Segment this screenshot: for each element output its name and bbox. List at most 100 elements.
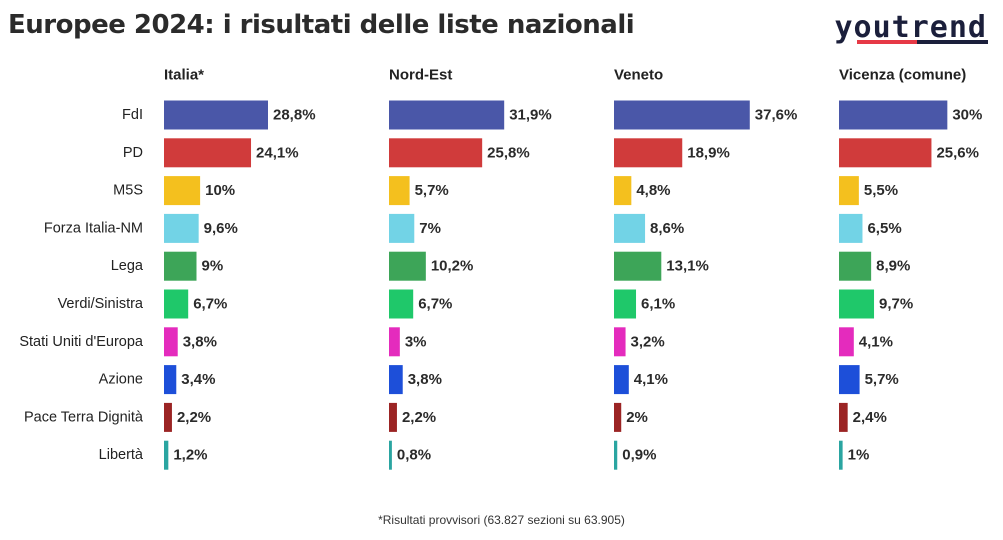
bar	[389, 138, 483, 168]
category-label: Libertà	[99, 447, 144, 463]
data-label: 4,8%	[636, 182, 670, 199]
data-label: 1,2%	[173, 447, 207, 464]
category-label: M5S	[113, 183, 143, 199]
category-label: Lega	[111, 258, 144, 274]
bar	[614, 138, 683, 168]
data-label: 37,6%	[755, 107, 798, 124]
chart-title: Europee 2024: i risultati delle liste na…	[8, 10, 635, 40]
category-label: FdI	[122, 107, 143, 123]
data-label: 6,5%	[867, 220, 901, 237]
bar	[839, 289, 875, 319]
bar	[839, 327, 854, 357]
panel-header: Nord-Est	[389, 67, 452, 84]
category-label: PD	[123, 145, 143, 161]
data-label: 18,9%	[687, 144, 730, 161]
data-label: 2,2%	[177, 409, 211, 426]
data-label: 5,7%	[415, 182, 449, 199]
data-label: 13,1%	[666, 258, 709, 275]
data-label: 8,6%	[650, 220, 684, 237]
category-label: Forza Italia-NM	[44, 220, 143, 236]
data-label: 25,8%	[487, 144, 530, 161]
youtrend-logo: youtrend	[834, 10, 987, 45]
bar	[389, 402, 397, 432]
data-label: 2%	[626, 409, 648, 426]
data-label: 24,1%	[256, 144, 299, 161]
logo-underline-navy	[917, 40, 988, 44]
bar	[164, 402, 172, 432]
data-label: 10%	[205, 182, 235, 199]
bar	[614, 213, 646, 243]
bar	[614, 251, 662, 281]
bar	[839, 176, 859, 206]
category-label: Azione	[99, 372, 143, 388]
bar	[614, 365, 629, 395]
data-label: 3,8%	[408, 371, 442, 388]
data-label: 5,5%	[864, 182, 898, 199]
data-label: 2,2%	[402, 409, 436, 426]
bar	[614, 176, 632, 206]
bar	[389, 176, 410, 206]
bar	[164, 213, 199, 243]
data-label: 9,7%	[879, 296, 913, 313]
data-label: 3,2%	[631, 333, 665, 350]
footnote: *Risultati provvisori (63.827 sezioni su…	[378, 513, 625, 527]
bar	[839, 251, 872, 281]
data-label: 1%	[848, 447, 870, 464]
bar	[164, 327, 178, 357]
bar	[389, 327, 400, 357]
data-label: 5,7%	[865, 371, 899, 388]
bar	[164, 176, 201, 206]
category-label: Stati Uniti d'Europa	[19, 334, 144, 350]
bar	[164, 251, 197, 281]
bar	[839, 213, 863, 243]
data-label: 0,9%	[622, 447, 656, 464]
panel-header: Italia*	[164, 67, 204, 84]
bar	[389, 251, 426, 281]
bar	[614, 100, 750, 130]
logo-underline-red	[857, 40, 917, 44]
data-label: 0,8%	[397, 447, 431, 464]
bar	[164, 138, 252, 168]
panel-header: Veneto	[614, 67, 663, 84]
bar	[839, 100, 948, 130]
data-label: 25,6%	[936, 144, 979, 161]
category-label: Pace Terra Dignità	[24, 409, 144, 425]
data-label: 6,7%	[418, 296, 452, 313]
bar	[839, 365, 860, 395]
data-label: 10,2%	[431, 258, 474, 275]
data-label: 3,8%	[183, 333, 217, 350]
panel-header: Vicenza (comune)	[839, 67, 966, 84]
data-label: 6,1%	[641, 296, 675, 313]
data-label: 3,4%	[181, 371, 215, 388]
bar	[389, 365, 403, 395]
bar	[839, 402, 848, 432]
data-label: 4,1%	[859, 333, 893, 350]
bar	[614, 327, 626, 357]
bar	[389, 289, 414, 319]
bar	[164, 100, 268, 130]
bar	[614, 402, 622, 432]
data-label: 31,9%	[509, 107, 552, 124]
bar	[614, 289, 637, 319]
data-label: 28,8%	[273, 107, 316, 124]
bar	[164, 365, 177, 395]
data-label: 4,1%	[634, 371, 668, 388]
data-label: 6,7%	[193, 296, 227, 313]
data-label: 3%	[405, 333, 427, 350]
bar	[389, 440, 392, 470]
data-label: 7%	[419, 220, 441, 237]
data-label: 30%	[952, 107, 982, 124]
bar	[839, 138, 932, 168]
data-label: 9%	[202, 258, 224, 275]
data-label: 9,6%	[204, 220, 238, 237]
bar	[614, 440, 618, 470]
bar	[839, 440, 843, 470]
bar	[389, 100, 505, 130]
category-label: Verdi/Sinistra	[58, 296, 144, 312]
data-label: 8,9%	[876, 258, 910, 275]
bar	[164, 289, 189, 319]
bar	[389, 213, 415, 243]
bar	[164, 440, 169, 470]
data-label: 2,4%	[853, 409, 887, 426]
